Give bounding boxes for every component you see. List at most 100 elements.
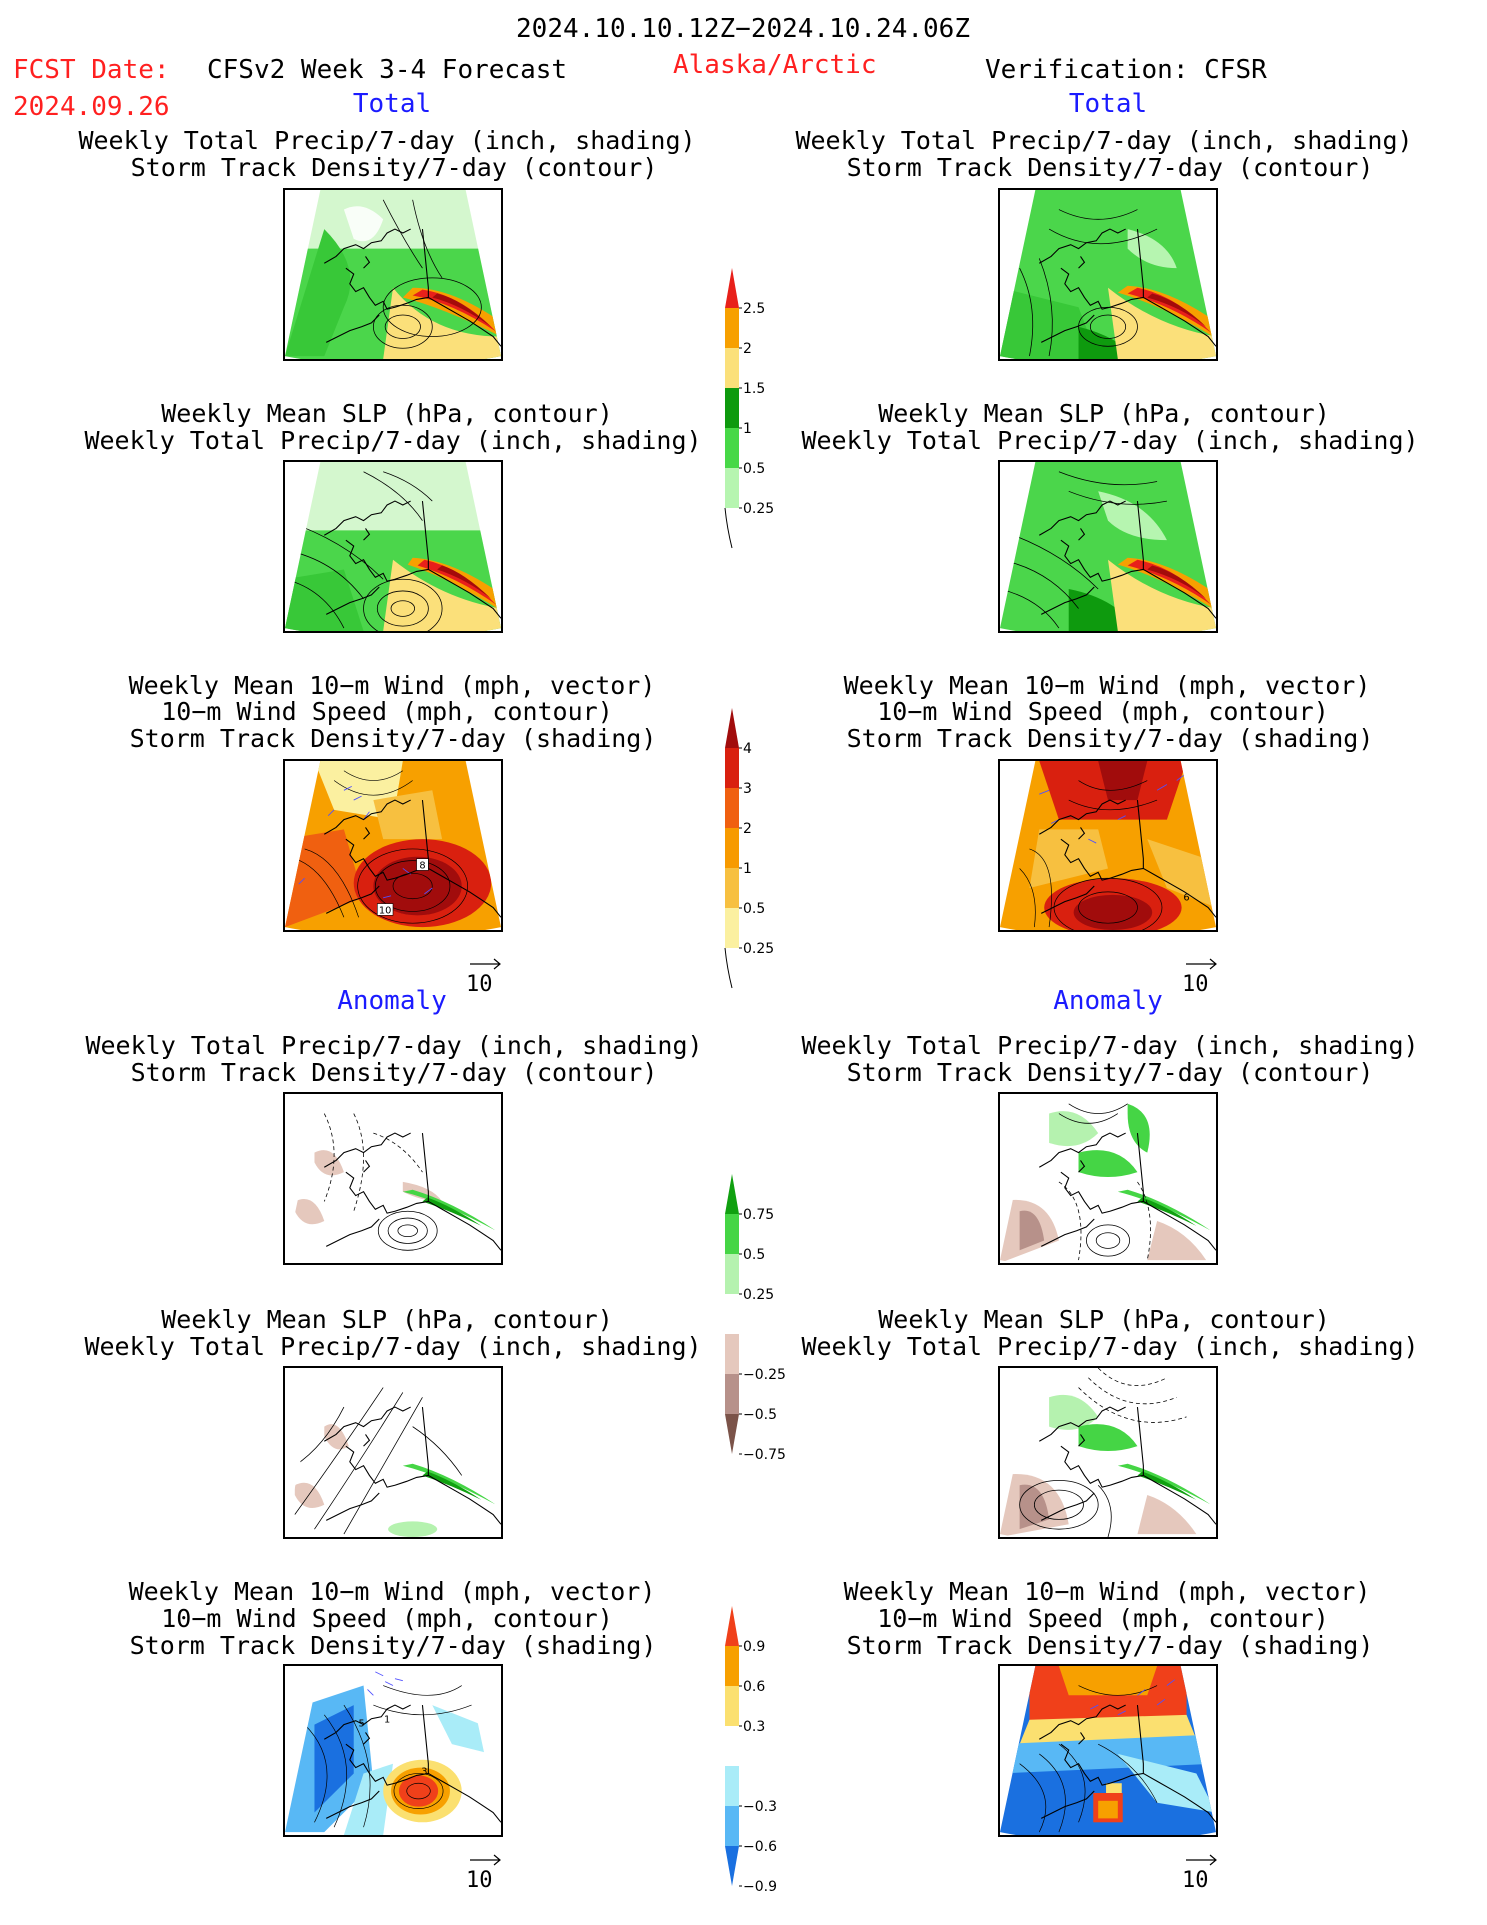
- region-title: Alaska/Arctic: [673, 50, 877, 80]
- colorbar-segment: [725, 1686, 739, 1726]
- panel-11-title-line1: Weekly Mean SLP (hPa, contour): [878, 1305, 1330, 1334]
- colorbar-segment: [725, 1726, 739, 1766]
- vector-arrow-icon: [1186, 1854, 1217, 1866]
- panel-1-title-line1: Weekly Total Precip/7-day (inch, shading…: [78, 126, 696, 155]
- contour-label-10: 10: [379, 905, 391, 916]
- colorbar-segment: [725, 1414, 739, 1454]
- colorbar-label: 3: [743, 781, 752, 797]
- colorbar-label: 0.25: [743, 1287, 774, 1303]
- vector-ref-cfsr-total: 10: [1182, 956, 1222, 998]
- colorbar-label: 0.5: [743, 461, 765, 477]
- map-fcst-anom-precip-storm: [283, 1092, 503, 1265]
- colorbar-segment: [725, 1606, 739, 1646]
- colorbar-label: −0.3: [743, 1799, 777, 1815]
- colorbar-label: 0.5: [743, 901, 765, 917]
- colorbar-label: 0.25: [743, 941, 774, 957]
- colorbar-segment: [725, 268, 739, 308]
- map-cfsr-anom-wind-storm: [998, 1664, 1218, 1837]
- colorbar-segment: [724, 507, 733, 549]
- panel-5-title-line1: Weekly Mean SLP (hPa, contour): [161, 1305, 613, 1334]
- panel-3-title-line3: Storm Track Density/7-day (shading): [129, 724, 657, 753]
- colorbar-label: 1: [743, 421, 752, 437]
- colorbar-label: 0.5: [743, 1247, 765, 1263]
- date-range-title: 2024.10.10.12Z−2024.10.24.06Z: [516, 14, 970, 44]
- colorbar-segment: [725, 788, 739, 828]
- colorbar-label: 4: [743, 741, 752, 757]
- vector-ref-cfsr-anom: 10: [1182, 1852, 1222, 1894]
- panel-10-title-line2: Storm Track Density/7-day (contour): [846, 1058, 1374, 1087]
- panel-1-title-line2: Storm Track Density/7-day (contour): [130, 153, 658, 182]
- colorbar-segment: [725, 1646, 739, 1686]
- fcst-date-value: 2024.09.26: [13, 92, 170, 122]
- colorbar-precip-anomaly: 0.75 0.5 0.25 −0.25 −0.5 −0.75: [720, 1174, 810, 1468]
- colorbar-segment: [725, 348, 739, 388]
- colorbar-label: −0.75: [743, 1447, 786, 1463]
- panel-6-title-line3: Storm Track Density/7-day (shading): [129, 1631, 657, 1660]
- panel-4-title-line1: Weekly Total Precip/7-day (inch, shading…: [85, 1031, 703, 1060]
- map-cfsr-anom-precip-storm: [998, 1092, 1218, 1265]
- map-cfsr-total-precip-storm: [998, 188, 1218, 361]
- panel-9-title-line2: 10−m Wind Speed (mph, contour): [877, 697, 1329, 726]
- panel-9-title-line1: Weekly Mean 10−m Wind (mph, vector): [843, 671, 1371, 700]
- colorbar-label: 2: [743, 341, 752, 357]
- colorbar-segment: [725, 1766, 739, 1806]
- contour-label-1: 1: [384, 1715, 390, 1726]
- map-fcst-total-slp-precip: [283, 460, 503, 633]
- panel-8-title-line2: Weekly Total Precip/7-day (inch, shading…: [801, 426, 1419, 455]
- panel-8-title-line1: Weekly Mean SLP (hPa, contour): [878, 399, 1330, 428]
- colorbar-label: −0.25: [743, 1367, 786, 1383]
- colorbar-segment: [725, 1374, 739, 1414]
- map-fcst-anom-slp-precip: [283, 1366, 503, 1539]
- panel-2-title-line1: Weekly Mean SLP (hPa, contour): [161, 399, 613, 428]
- colorbar-segment: [725, 748, 739, 788]
- colorbar-storm-total: 4 3 2 1 0.5 0.25: [720, 708, 810, 1002]
- colorbar-label: −0.6: [743, 1839, 777, 1855]
- panel-12-title-line3: Storm Track Density/7-day (shading): [846, 1631, 1374, 1660]
- vector-arrow-icon: [1186, 958, 1217, 970]
- colorbar-segment: [725, 868, 739, 908]
- colorbar-label: 0.9: [743, 1639, 765, 1655]
- map-cfsr-total-slp-precip: [998, 460, 1218, 633]
- vector-ref-fcst-total: 10: [466, 956, 506, 998]
- colorbar-segment: [725, 388, 739, 428]
- panel-4-title-line2: Storm Track Density/7-day (contour): [130, 1058, 658, 1087]
- panel-2-title-line2: Weekly Total Precip/7-day (inch, shading…: [84, 426, 702, 455]
- panel-5-title-line2: Weekly Total Precip/7-day (inch, shading…: [84, 1332, 702, 1361]
- map-fcst-total-precip-storm: [283, 188, 503, 361]
- colorbar-segment: [725, 1846, 739, 1886]
- section-total-left: Total: [352, 89, 432, 119]
- colorbar-label: −0.9: [743, 1879, 777, 1895]
- panel-3-title-line2: 10−m Wind Speed (mph, contour): [161, 697, 613, 726]
- forecast-title: CFSv2 Week 3-4 Forecast: [207, 55, 568, 85]
- colorbar-segment: [725, 468, 739, 508]
- section-anomaly-left: Anomaly: [337, 986, 447, 1016]
- colorbar-segment: [725, 1254, 739, 1294]
- colorbar-label: 0.25: [743, 501, 774, 517]
- vector-arrow-icon: [470, 1854, 501, 1866]
- colorbar-segment: [725, 428, 739, 468]
- contour-label-5: 5: [358, 1719, 364, 1730]
- panel-9-title-line3: Storm Track Density/7-day (shading): [846, 724, 1374, 753]
- section-total-right: Total: [1068, 89, 1148, 119]
- colorbar-label: 0.75: [743, 1207, 774, 1223]
- contour-label-6: 6: [1183, 893, 1189, 904]
- vector-arrow-icon: [470, 958, 501, 970]
- panel-6-title-line1: Weekly Mean 10−m Wind (mph, vector): [128, 1577, 656, 1606]
- colorbar-segment: [725, 828, 739, 868]
- colorbar-label: −0.5: [743, 1407, 777, 1423]
- colorbar-segment: [725, 308, 739, 348]
- colorbar-segment: [725, 1806, 739, 1846]
- contour-label-8: 8: [419, 860, 425, 871]
- colorbar-label: 1: [743, 861, 752, 877]
- colorbar-label: 2.5: [743, 301, 765, 317]
- panel-10-title-line1: Weekly Total Precip/7-day (inch, shading…: [801, 1031, 1419, 1060]
- map-cfsr-anom-slp-precip: [998, 1366, 1218, 1539]
- verification-title: Verification: CFSR: [985, 55, 1267, 85]
- colorbar-storm-anomaly: 0.9 0.6 0.3 −0.3 −0.6 −0.9: [720, 1606, 810, 1900]
- colorbar-segment: [725, 1214, 739, 1254]
- panel-12-title-line1: Weekly Mean 10−m Wind (mph, vector): [843, 1577, 1371, 1606]
- colorbar-segment: [725, 1334, 739, 1374]
- colorbar-segment: [725, 708, 739, 748]
- fcst-date-label: FCST Date:: [13, 55, 170, 85]
- panel-12-title-line2: 10−m Wind Speed (mph, contour): [877, 1604, 1329, 1633]
